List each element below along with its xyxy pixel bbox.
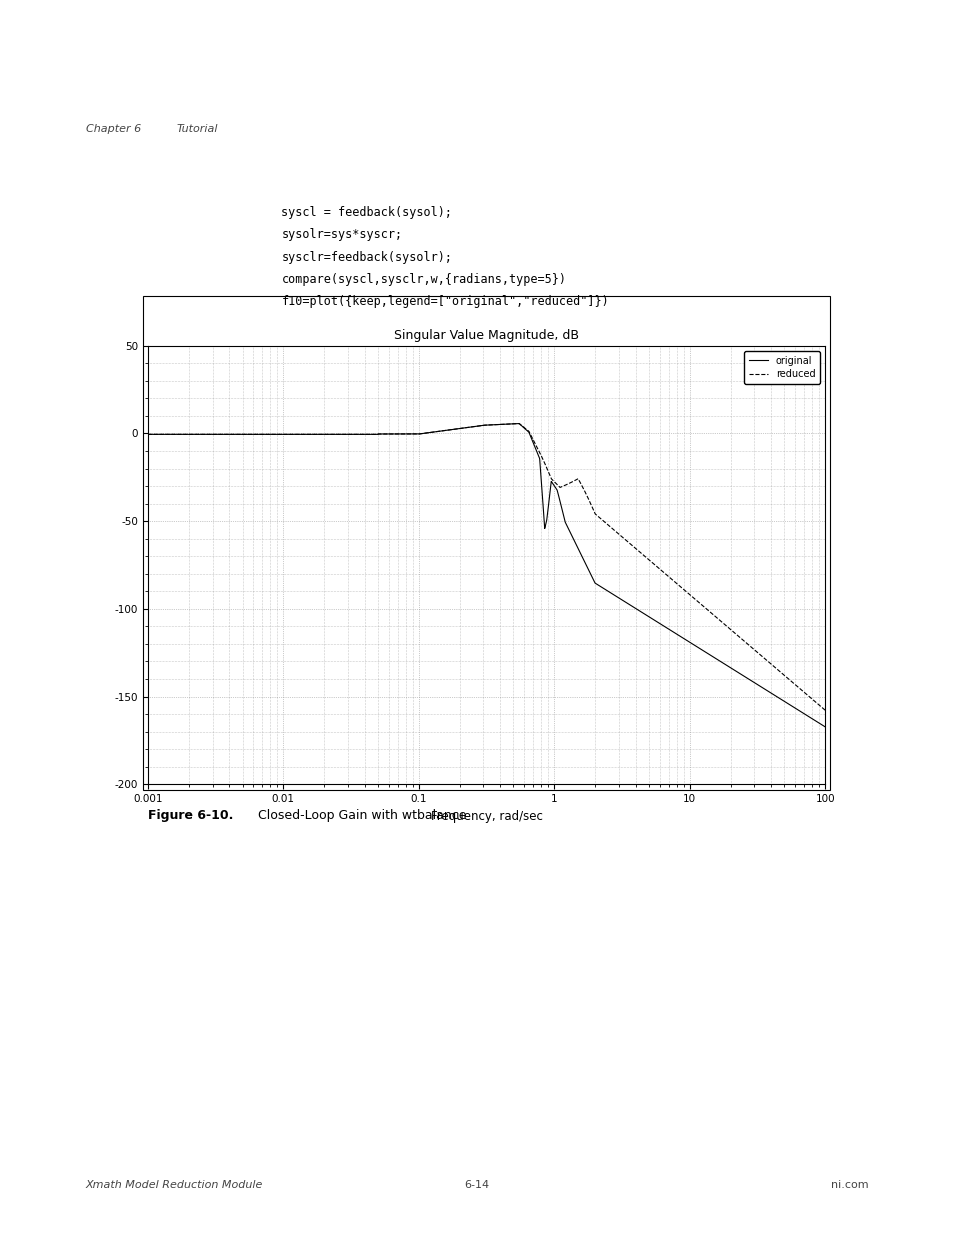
Text: f10=plot({keep,legend=["original","reduced"]}): f10=plot({keep,legend=["original","reduc… [281, 295, 609, 308]
Title: Singular Value Magnitude, dB: Singular Value Magnitude, dB [394, 329, 578, 342]
Text: sysolr=sys*syscr;: sysolr=sys*syscr; [281, 228, 402, 241]
original [805, 711, 817, 726]
reduced [819, 703, 830, 718]
original [513, 416, 524, 431]
Text: 6-14: 6-14 [464, 1181, 489, 1191]
original [259, 427, 271, 442]
reduced [219, 427, 231, 442]
original [401, 426, 413, 441]
Text: ni.com: ni.com [830, 1181, 867, 1191]
Text: sysclr=feedback(sysolr);: sysclr=feedback(sysolr); [281, 251, 452, 263]
reduced [513, 416, 524, 431]
Text: Closed-Loop Gain with wtbalance: Closed-Loop Gain with wtbalance [257, 809, 466, 821]
Legend: original, reduced: original, reduced [743, 351, 820, 384]
original [819, 720, 830, 735]
original [431, 424, 442, 438]
Text: Chapter 6: Chapter 6 [86, 125, 141, 135]
original [733, 666, 744, 680]
X-axis label: Frequency, rad/sec: Frequency, rad/sec [430, 809, 542, 823]
Text: Xmath Model Reduction Module: Xmath Model Reduction Module [86, 1181, 263, 1191]
original [219, 427, 231, 442]
original [142, 427, 153, 442]
reduced [733, 630, 744, 645]
reduced [805, 692, 817, 706]
Text: syscl = feedback(sysol);: syscl = feedback(sysol); [281, 206, 452, 219]
reduced [431, 424, 442, 438]
reduced [401, 426, 413, 441]
Line: reduced: reduced [148, 424, 824, 710]
Text: compare(syscl,sysclr,w,{radians,type=5}): compare(syscl,sysclr,w,{radians,type=5}) [281, 273, 566, 285]
reduced [142, 427, 153, 442]
Line: original: original [148, 424, 824, 727]
reduced [259, 427, 271, 442]
Text: Tutorial: Tutorial [176, 125, 218, 135]
Text: Figure 6-10.: Figure 6-10. [148, 809, 233, 821]
